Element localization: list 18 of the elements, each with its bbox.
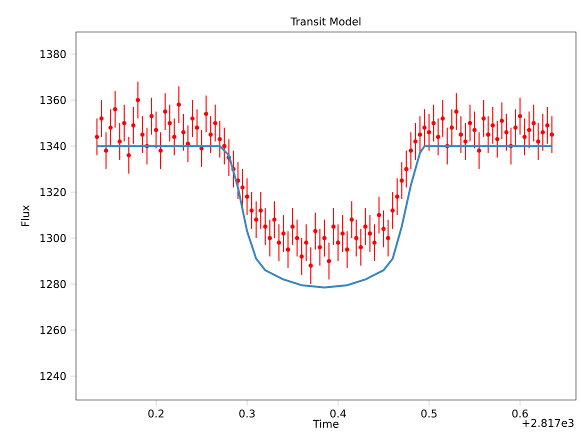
chart-title: Transit Model	[290, 17, 360, 26]
y-tick-label: 1360	[40, 96, 66, 104]
y-tick-label: 1380	[40, 50, 66, 58]
y-tick-label: 1280	[40, 280, 66, 288]
x-tick-label: 0.6	[512, 409, 528, 418]
y-tick-label: 1340	[40, 142, 66, 150]
x-tick-label: 0.5	[421, 409, 437, 418]
y-tick-label: 1260	[40, 326, 66, 334]
line-series	[96, 145, 553, 289]
y-tick-label: 1240	[40, 372, 66, 380]
y-tick-label: 1320	[40, 188, 66, 196]
x-tick-label: 0.3	[239, 409, 255, 418]
y-tick-label: 1300	[40, 234, 66, 242]
y-axis-title: Flux	[21, 205, 30, 226]
x-tick-label: 0.2	[148, 409, 164, 418]
x-tick-label: 0.4	[330, 409, 346, 418]
x-axis-title: Time	[312, 420, 338, 428]
text: +2.817e3	[522, 418, 574, 427]
